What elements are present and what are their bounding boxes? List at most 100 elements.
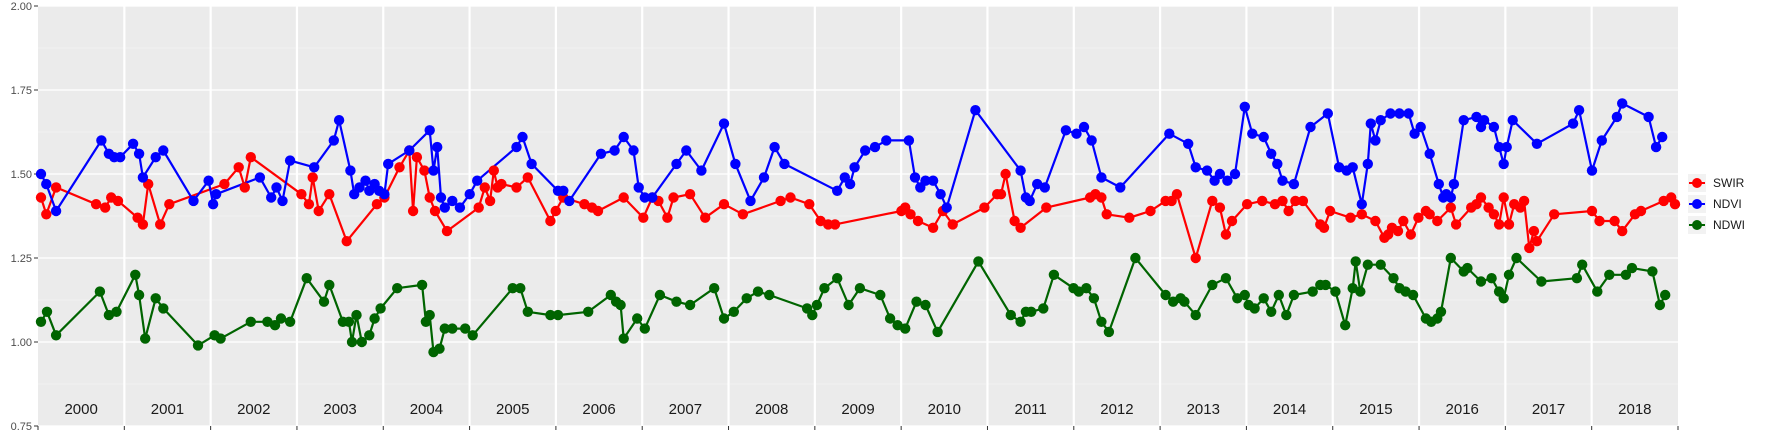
data-point-swir [1493, 219, 1505, 230]
data-point-ndwi [1320, 279, 1331, 291]
data-point-ndvi [1015, 165, 1026, 176]
data-point-ndwi [522, 306, 533, 317]
data-point-ndwi [1307, 286, 1318, 297]
data-point-ndwi [467, 330, 478, 341]
data-point-swir [1145, 205, 1156, 217]
year-label: 2012 [1100, 401, 1133, 418]
data-point-ndwi [752, 286, 764, 297]
data-point-swir [164, 199, 175, 210]
y-tick-label: 2.00 [11, 1, 32, 13]
data-point-swir [995, 189, 1007, 200]
year-label: 2005 [496, 401, 529, 418]
data-point-ndvi [379, 189, 390, 200]
data-point-ndwi [764, 289, 775, 301]
data-point-ndvi [1478, 115, 1490, 126]
data-point-ndvi [1488, 121, 1500, 133]
data-point-ndwi [301, 273, 312, 284]
data-point-ndwi [1103, 326, 1115, 338]
data-point-ndwi [807, 309, 818, 321]
data-point-ndvi [1115, 182, 1126, 193]
data-point-ndvi [1266, 148, 1277, 159]
data-point-ndvi [681, 145, 692, 156]
data-point-ndvi [1370, 135, 1381, 146]
data-point-ndwi [158, 303, 169, 314]
y-tick-label: 1.75 [11, 85, 32, 97]
data-point-swir [245, 152, 256, 163]
data-point-ndvi [424, 125, 435, 136]
data-point-ndvi [718, 118, 730, 129]
data-point-swir [775, 195, 786, 207]
data-point-ndwi [875, 289, 886, 301]
data-point-ndvi [1086, 135, 1097, 146]
data-point-ndwi [639, 323, 650, 334]
data-point-ndwi [1273, 289, 1285, 301]
data-point-ndvi [1433, 178, 1445, 190]
data-point-ndwi [1486, 273, 1497, 284]
year-label: 2011 [1014, 401, 1046, 418]
data-point-ndwi [1362, 259, 1374, 270]
data-point-ndvi [769, 141, 780, 153]
data-point-swir [1398, 215, 1409, 227]
data-point-swir [511, 182, 522, 193]
data-point-swir [100, 202, 111, 213]
data-point-swir [1609, 215, 1620, 227]
data-point-swir [307, 172, 318, 183]
data-point-swir [303, 199, 315, 210]
data-point-ndwi [1005, 309, 1016, 321]
data-point-ndwi [552, 309, 564, 321]
data-point-ndvi [1643, 111, 1654, 123]
data-point-ndvi [1222, 175, 1233, 186]
data-point-swir [1669, 199, 1681, 210]
data-point-ndwi [583, 306, 594, 317]
data-point-swir [522, 172, 533, 183]
data-point-ndwi [1081, 283, 1092, 294]
data-point-ndwi [192, 340, 204, 351]
y-tick-label: 1.25 [11, 253, 32, 265]
data-point-ndvi [849, 162, 860, 173]
data-point-swir [1277, 195, 1288, 207]
data-point-ndwi [684, 299, 696, 311]
data-point-ndvi [447, 195, 458, 207]
data-point-swir [1190, 252, 1201, 264]
data-point-ndwi [911, 296, 922, 307]
data-point-swir [112, 195, 124, 207]
data-point-swir [668, 192, 679, 203]
data-point-ndwi [1592, 286, 1603, 297]
data-point-ndwi [460, 323, 471, 334]
y-tick-label: 0.75 [11, 421, 32, 433]
year-label: 2000 [64, 401, 97, 418]
data-point-ndwi [1088, 293, 1100, 304]
data-point-ndwi [718, 313, 730, 324]
data-point-ndvi [1071, 128, 1082, 139]
data-point-swir [1207, 195, 1218, 207]
data-point-swir [484, 195, 496, 207]
data-point-ndvi [1501, 141, 1512, 153]
data-point-ndwi [111, 306, 122, 317]
year-label: 2009 [841, 401, 874, 418]
data-point-ndwi [369, 313, 380, 324]
data-point-ndvi [1258, 131, 1269, 143]
data-point-ndvi [564, 195, 575, 207]
data-point-ndwi [439, 323, 450, 334]
data-point-ndwi [1654, 299, 1666, 311]
data-point-swir [737, 209, 749, 220]
data-point-ndwi [447, 323, 458, 334]
data-point-ndwi [1571, 273, 1583, 284]
data-point-ndvi [435, 192, 447, 203]
data-point-swir [947, 219, 958, 230]
data-point-ndwi [515, 283, 526, 294]
data-point-swir [441, 225, 453, 237]
legend-label-swir: SWIR [1713, 176, 1745, 190]
data-point-ndvi [633, 182, 644, 193]
y-tick-label: 1.50 [11, 169, 32, 181]
data-point-ndvi [1362, 158, 1374, 170]
data-point-ndvi [1394, 108, 1405, 119]
data-point-ndvi [909, 172, 921, 183]
data-point-ndvi [1409, 128, 1420, 139]
data-point-swir [684, 189, 696, 200]
data-point-ndwi [1355, 286, 1366, 297]
data-point-ndvi [860, 145, 871, 156]
data-point-ndvi [328, 135, 339, 146]
data-point-ndvi [1586, 165, 1598, 176]
data-point-ndvi [558, 185, 569, 196]
